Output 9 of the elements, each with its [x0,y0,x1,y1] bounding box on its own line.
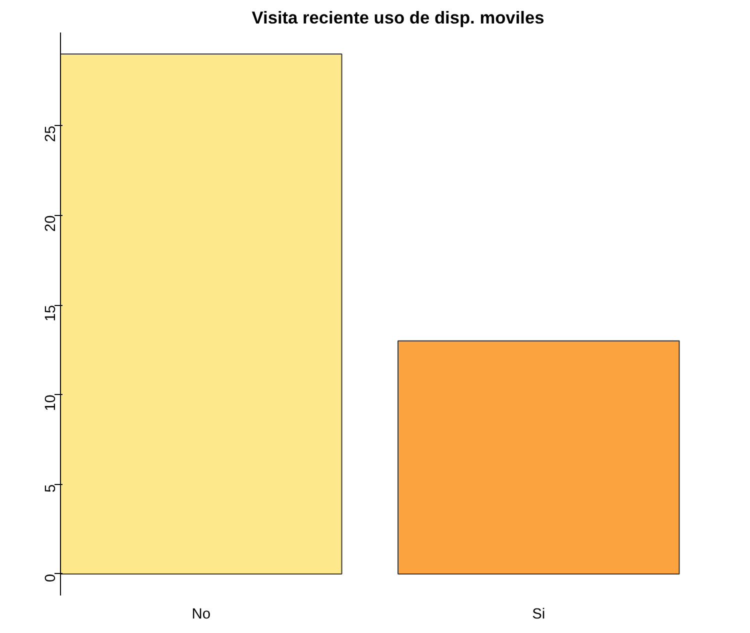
y-tick-label: 10 [43,394,59,411]
y-tick-label: 0 [43,574,59,582]
x-tick-label: No [192,606,211,622]
y-tick-label: 5 [43,484,59,492]
y-tick-label: 20 [43,215,59,232]
x-tick-label: Si [532,606,546,622]
y-tick-label: 15 [43,305,59,322]
y-tick-label: 25 [43,126,59,142]
chart-title: Visita reciente uso de disp. moviles [252,8,544,28]
